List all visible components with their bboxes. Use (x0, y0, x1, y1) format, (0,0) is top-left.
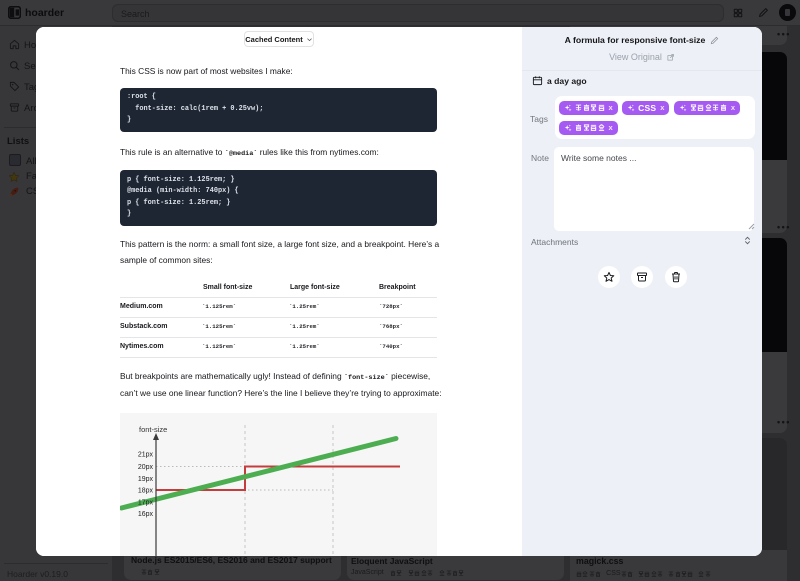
svg-text:18px: 18px (138, 488, 154, 495)
svg-text:19px: 19px (138, 476, 154, 483)
svg-text:21px: 21px (138, 452, 154, 459)
svg-text:font-size: font-size (139, 425, 167, 434)
svg-text:20px: 20px (138, 464, 154, 471)
svg-text:16px: 16px (138, 511, 154, 518)
svg-text:17px: 17px (138, 500, 154, 507)
